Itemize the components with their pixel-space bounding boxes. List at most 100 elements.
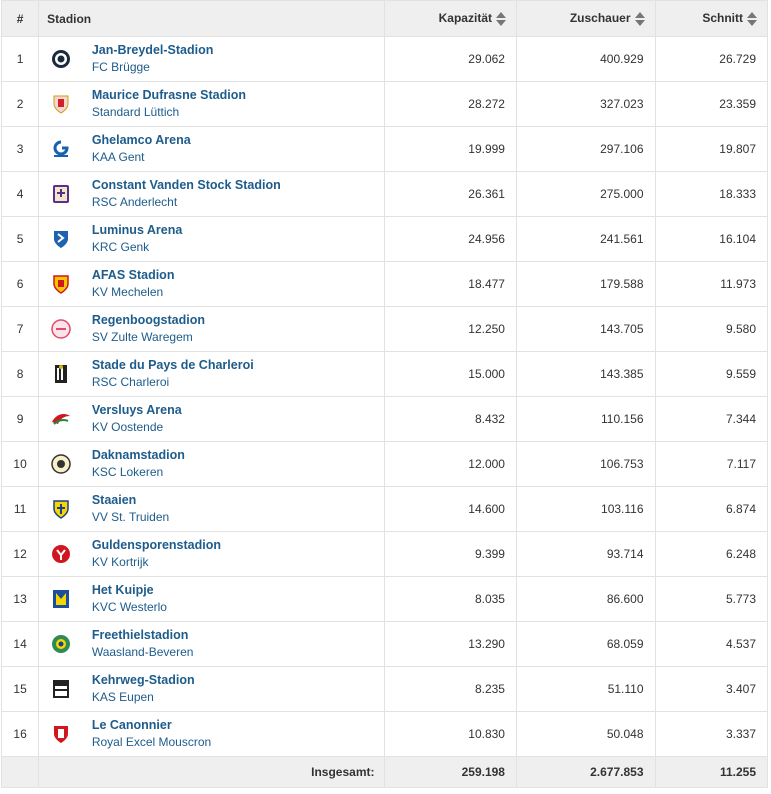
row-rank: 13 — [0, 576, 40, 622]
club-crest-icon[interactable] — [50, 138, 72, 160]
capacity-value: 12.000 — [384, 441, 517, 487]
spectators-value: 86.600 — [515, 576, 656, 622]
waasland-beveren-logo-cell[interactable] — [38, 621, 84, 667]
stadium-cell: Constant Vanden Stock Stadion RSC Anderle… — [83, 171, 386, 217]
row-rank: 10 — [0, 441, 40, 487]
club-crest-icon[interactable] — [50, 453, 72, 475]
club-link[interactable]: SV Zulte Waregem — [91, 330, 193, 344]
average-value: 3.407 — [654, 666, 769, 712]
stadium-link[interactable]: Stade du Pays de Charleroi — [91, 358, 254, 372]
club-link[interactable]: FC Brügge — [91, 60, 150, 74]
stadium-link[interactable]: Guldensporenstadion — [91, 538, 221, 552]
club-brugge-logo-cell[interactable] — [38, 36, 84, 82]
club-crest-icon[interactable] — [50, 183, 72, 205]
row-rank: 9 — [0, 396, 40, 442]
club-link[interactable]: KRC Genk — [91, 240, 150, 254]
krc-genk-logo-cell[interactable] — [38, 216, 84, 262]
club-link[interactable]: KSC Lokeren — [91, 465, 164, 479]
stadium-link[interactable]: AFAS Stadion — [91, 268, 175, 282]
kv-oostende-logo-cell[interactable] — [38, 396, 84, 442]
club-link[interactable]: Waasland-Beveren — [91, 645, 194, 659]
spectators-value: 106.753 — [515, 441, 656, 487]
stadium-cell: Daknamstadion KSC Lokeren — [83, 441, 386, 487]
capacity-value: 8.035 — [384, 576, 517, 622]
stadium-link[interactable]: Daknamstadion — [91, 448, 185, 462]
zulte-waregem-logo-cell[interactable] — [38, 306, 84, 352]
stadium-link[interactable]: Kehrweg-Stadion — [91, 673, 195, 687]
sort-arrows-icon[interactable] — [747, 11, 757, 26]
table-row: 2 Maurice Dufrasne Stadion Standard Lüttic… — [0, 81, 769, 127]
club-link[interactable]: KV Oostende — [91, 420, 164, 434]
club-link[interactable]: KVC Westerlo — [91, 600, 167, 614]
sort-arrows-icon[interactable] — [634, 11, 645, 26]
stadium-cell: AFAS Stadion KV Mechelen — [83, 261, 386, 307]
club-crest-icon[interactable] — [50, 588, 72, 610]
stadium-cell: Maurice Dufrasne Stadion Standard Lüttich — [83, 81, 386, 127]
mouscron-logo-cell[interactable] — [38, 711, 84, 757]
club-link[interactable]: VV St. Truiden — [91, 510, 170, 524]
club-link[interactable]: KV Mechelen — [91, 285, 164, 299]
table-row: 14 Freethielstadion Waasland-Beveren 13.290… — [0, 621, 769, 667]
club-link[interactable]: RSC Charleroi — [91, 375, 170, 389]
average-value: 9.580 — [654, 306, 769, 352]
stadium-link[interactable]: Le Canonnier — [91, 718, 172, 732]
header-spectators-sort[interactable]: Zuschauer — [515, 0, 656, 37]
sort-arrows-icon[interactable] — [495, 11, 506, 26]
club-crest-icon[interactable] — [50, 723, 72, 745]
kv-kortrijk-logo-cell[interactable] — [38, 531, 84, 577]
stadium-cell: Stade du Pays de Charleroi RSC Charleroi — [83, 351, 386, 397]
club-crest-icon[interactable] — [50, 318, 72, 340]
spectators-value: 93.714 — [515, 531, 656, 577]
club-crest-icon[interactable] — [50, 93, 72, 115]
stadium-link[interactable]: Regenboogstadion — [91, 313, 206, 327]
table-row: 10 Daknamstadion KSC Lokeren 12.000 106.753 7… — [0, 441, 769, 487]
stadium-link[interactable]: Ghelamco Arena — [91, 133, 191, 147]
stadium-link[interactable]: Luminus Arena — [91, 223, 183, 237]
average-value: 19.807 — [654, 126, 769, 172]
club-link[interactable]: Standard Lüttich — [91, 105, 180, 119]
club-link[interactable]: KAS Eupen — [91, 690, 154, 704]
header-average-sort[interactable]: Schnitt — [654, 0, 769, 37]
club-crest-icon[interactable] — [50, 543, 72, 565]
club-crest-icon[interactable] — [50, 678, 72, 700]
stadium-link[interactable]: Staaien — [91, 493, 137, 507]
stadium-cell: Staaien VV St. Truiden — [83, 486, 386, 532]
stadium-cell: Le Canonnier Royal Excel Mouscron — [83, 711, 386, 757]
spectators-value: 50.048 — [515, 711, 656, 757]
st-truiden-logo-cell[interactable] — [38, 486, 84, 532]
club-crest-icon[interactable] — [50, 228, 72, 250]
anderlecht-logo-cell[interactable] — [38, 171, 84, 217]
club-link[interactable]: RSC Anderlecht — [91, 195, 178, 209]
stadium-link[interactable]: Freethielstadion — [91, 628, 189, 642]
club-link[interactable]: KV Kortrijk — [91, 555, 149, 569]
club-crest-icon[interactable] — [50, 498, 72, 520]
capacity-value: 19.999 — [384, 126, 517, 172]
club-link[interactable]: Royal Excel Mouscron — [91, 735, 212, 749]
club-link[interactable]: KAA Gent — [91, 150, 145, 164]
charleroi-logo-cell[interactable] — [38, 351, 84, 397]
kas-eupen-logo-cell[interactable] — [38, 666, 84, 712]
capacity-value: 24.956 — [384, 216, 517, 262]
kaa-gent-logo-cell[interactable] — [38, 126, 84, 172]
westerlo-logo-cell[interactable] — [38, 576, 84, 622]
stadium-link[interactable]: Jan-Breydel-Stadion — [91, 43, 214, 57]
standard-liege-logo-cell[interactable] — [38, 81, 84, 127]
row-rank: 7 — [0, 306, 40, 352]
stadium-cell: Freethielstadion Waasland-Beveren — [83, 621, 386, 667]
club-crest-icon[interactable] — [50, 633, 72, 655]
ksc-lokeren-logo-cell[interactable] — [38, 441, 84, 487]
club-crest-icon[interactable] — [50, 363, 72, 385]
club-crest-icon[interactable] — [50, 408, 72, 430]
stadium-link[interactable]: Maurice Dufrasne Stadion — [91, 88, 247, 102]
stadium-link[interactable]: Het Kuipje — [91, 583, 154, 597]
spectators-value: 327.023 — [515, 81, 656, 127]
average-value: 23.359 — [654, 81, 769, 127]
kv-mechelen-logo-cell[interactable] — [38, 261, 84, 307]
capacity-value: 12.250 — [384, 306, 517, 352]
stadium-link[interactable]: Versluys Arena — [91, 403, 182, 417]
header-capacity-sort[interactable]: Kapazität — [384, 0, 517, 37]
club-crest-icon[interactable] — [50, 48, 72, 70]
stadium-link[interactable]: Constant Vanden Stock Stadion — [91, 178, 281, 192]
club-crest-icon[interactable] — [50, 273, 72, 295]
capacity-value: 9.399 — [384, 531, 517, 577]
